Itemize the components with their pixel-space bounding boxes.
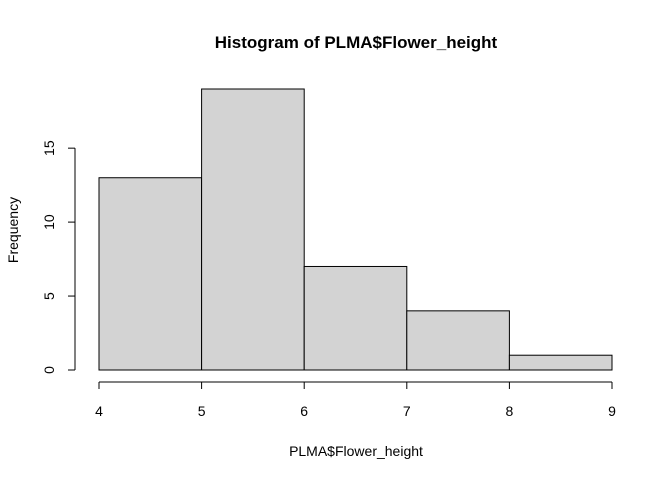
y-tick-label: 5: [41, 292, 57, 300]
chart-title: Histogram of PLMA$Flower_height: [215, 33, 498, 52]
histogram-bar-5: [508, 354, 613, 371]
y-tick-label: 15: [41, 140, 57, 156]
histogram-bar-1: [98, 177, 203, 371]
y-axis-label: Frequency: [5, 197, 21, 263]
x-tick-label: 4: [95, 403, 103, 419]
y-tick-label: 0: [41, 366, 57, 374]
histogram-bars: [98, 88, 613, 371]
x-tick-label: 9: [608, 403, 616, 419]
x-axis-label: PLMA$Flower_height: [289, 443, 423, 459]
x-tick-label: 6: [300, 403, 308, 419]
y-axis: 0 5 10 15: [41, 140, 76, 374]
histogram-bar-4: [406, 310, 510, 371]
y-tick-label: 10: [41, 214, 57, 230]
x-tick-label: 7: [403, 403, 411, 419]
histogram-bar-2: [201, 88, 305, 371]
x-tick-label: 8: [506, 403, 514, 419]
x-axis: 4 5 6 7 8 9: [95, 381, 616, 419]
x-tick-label: 5: [198, 403, 206, 419]
histogram-bar-3: [303, 265, 408, 371]
